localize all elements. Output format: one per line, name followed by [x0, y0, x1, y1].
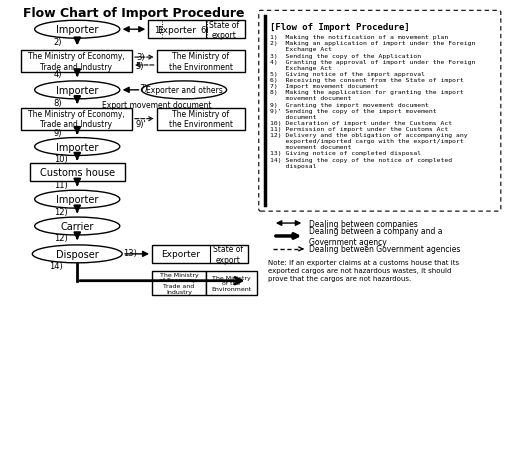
Text: State of
export: State of export [212, 244, 243, 264]
Text: Note: If an exporter claims at a customs house that its
exported cargos are not : Note: If an exporter claims at a customs… [268, 259, 459, 281]
Ellipse shape [35, 218, 120, 236]
Text: 6): 6) [200, 25, 209, 35]
Text: 9): 9) [53, 129, 62, 138]
Text: Customs house: Customs house [39, 168, 115, 178]
Text: 11): 11) [53, 181, 67, 189]
Text: 10): 10) [53, 155, 67, 163]
Bar [21, 51, 132, 73]
Text: 1): 1) [154, 25, 162, 35]
Text: The Ministry of
the Environment: The Ministry of the Environment [169, 52, 233, 72]
Text: Exporter and others: Exporter and others [146, 86, 223, 95]
Text: [Flow of Import Procedure]: [Flow of Import Procedure] [270, 23, 410, 32]
Ellipse shape [35, 82, 120, 100]
Text: 12): 12) [53, 234, 67, 243]
Bar [152, 271, 206, 295]
Text: Exporter: Exporter [161, 250, 200, 259]
Text: The Ministry
of the
Environment: The Ministry of the Environment [211, 275, 252, 291]
Text: Carrier: Carrier [61, 222, 94, 232]
Ellipse shape [142, 82, 227, 100]
Text: Importer: Importer [56, 142, 99, 152]
Bar [148, 21, 244, 39]
Text: 7): 7) [140, 84, 148, 93]
Text: 1)  Making the notification of a movement plan
2)  Making an application of impo: 1) Making the notification of a movement… [270, 35, 475, 169]
Text: Export movement document: Export movement document [102, 101, 211, 110]
Text: 13): 13) [124, 249, 138, 258]
Text: Dealing between companies: Dealing between companies [309, 219, 418, 228]
Text: State of
export: State of export [209, 20, 239, 40]
Text: 8): 8) [53, 99, 62, 108]
Text: The Ministry of
the Environment: The Ministry of the Environment [169, 110, 233, 129]
Text: The Ministry
of Economy,
Trade and
Industry: The Ministry of Economy, Trade and Indus… [159, 272, 198, 294]
Bar [21, 108, 132, 130]
Text: Importer: Importer [56, 86, 99, 96]
Text: 14): 14) [49, 262, 63, 271]
Ellipse shape [35, 138, 120, 156]
Text: Importer: Importer [56, 195, 99, 205]
Text: Dealing between Government agencies: Dealing between Government agencies [309, 245, 460, 254]
Text: 5): 5) [136, 63, 144, 71]
Text: Disposer: Disposer [56, 249, 99, 259]
Text: 4): 4) [53, 70, 62, 79]
Text: Exporter: Exporter [157, 25, 196, 35]
Text: Importer: Importer [56, 25, 99, 35]
Text: 2): 2) [53, 38, 62, 47]
Text: 3): 3) [136, 52, 144, 62]
FancyBboxPatch shape [259, 11, 501, 212]
Ellipse shape [35, 21, 120, 39]
Text: Flow Chart of Import Procedure: Flow Chart of Import Procedure [23, 7, 245, 20]
Ellipse shape [32, 245, 122, 263]
Bar [206, 271, 257, 295]
Bar [157, 51, 244, 73]
Text: Dealing between a company and a
Government agency: Dealing between a company and a Governme… [309, 226, 442, 246]
Bar [157, 108, 244, 130]
Bar [152, 245, 249, 263]
Text: The Ministry of Economy,
Trade and Industry: The Ministry of Economy, Trade and Indus… [28, 52, 125, 72]
Text: The Ministry of Economy,
Trade and Industry: The Ministry of Economy, Trade and Indus… [28, 110, 125, 129]
Text: 12): 12) [53, 207, 67, 216]
Text: 9)': 9)' [136, 120, 146, 129]
Ellipse shape [35, 191, 120, 209]
Bar [30, 164, 125, 182]
